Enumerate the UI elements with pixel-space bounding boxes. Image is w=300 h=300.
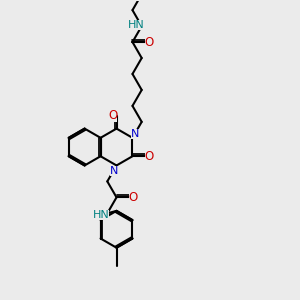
Text: O: O: [108, 109, 117, 122]
Text: N: N: [131, 129, 140, 139]
Text: O: O: [129, 191, 138, 204]
Text: HN: HN: [128, 20, 144, 30]
Text: N: N: [110, 166, 118, 176]
Text: O: O: [145, 36, 154, 49]
Text: HN: HN: [92, 210, 109, 220]
Text: O: O: [145, 150, 154, 163]
